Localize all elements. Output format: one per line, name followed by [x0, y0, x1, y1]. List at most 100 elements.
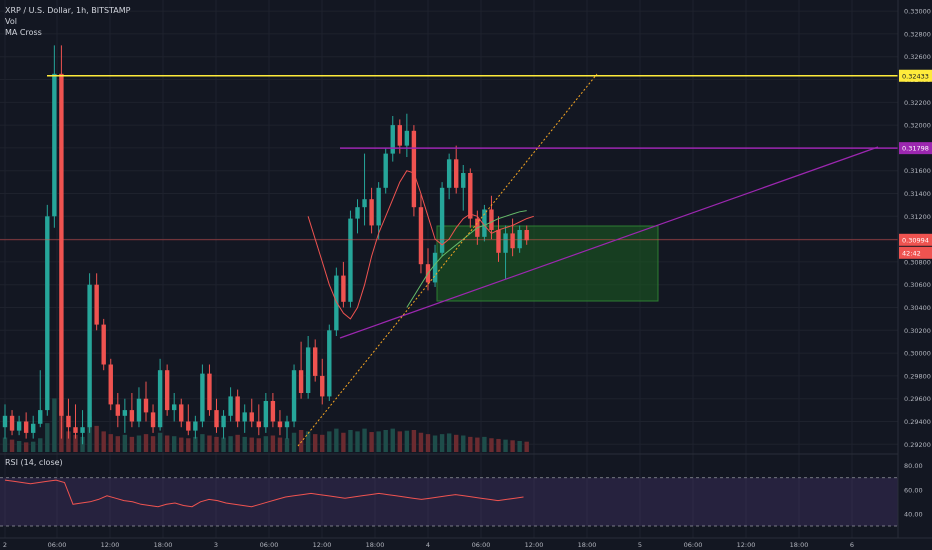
candle-body [334, 275, 339, 331]
rsi-band-fill [0, 477, 898, 526]
price-tick-label: 0.31200 [904, 213, 931, 221]
candle-body [150, 412, 156, 428]
candle-body [313, 347, 318, 376]
volume-bar [454, 434, 459, 452]
candle-body [242, 412, 247, 422]
volume-bar [150, 436, 156, 452]
candle-body [432, 252, 438, 283]
volume-bar [101, 431, 106, 452]
candle-body [200, 373, 205, 422]
purple-trendline[interactable] [339, 146, 879, 339]
volume-bar [179, 437, 184, 452]
candle-body [73, 427, 78, 433]
volume-bar [52, 398, 57, 452]
time-tick-label: 06:00 [260, 541, 279, 549]
volume-bar [66, 431, 71, 452]
volume-bar [468, 436, 473, 452]
volume-bar [249, 437, 254, 452]
candle-body [31, 423, 36, 433]
volume-bar [510, 440, 515, 452]
candle-body [136, 398, 142, 422]
candle-body [157, 370, 163, 428]
volume-bar [355, 431, 360, 452]
volume-bar [305, 431, 311, 452]
volume-bar [284, 438, 290, 452]
candle-body [207, 373, 212, 411]
price-tick-label: 0.31600 [904, 167, 931, 175]
time-axis[interactable]: 2 06:00 12:00 18:00 3 06:00 12:00 18:00 4 06:00 12… [0, 537, 932, 549]
candle-body [45, 216, 50, 411]
price-tick-label: 0.30600 [904, 281, 931, 289]
time-tick-label: 18:00 [578, 541, 597, 549]
volume-bar [390, 428, 395, 452]
candle-body [263, 400, 269, 428]
candle-body [87, 284, 92, 428]
volume-bar [31, 441, 36, 452]
volume-bar [475, 437, 480, 452]
last-price-tag [899, 233, 932, 246]
volume-bar [2, 437, 8, 452]
volume-bar [383, 430, 388, 452]
candle-body [468, 172, 473, 219]
volume-bar [242, 436, 247, 452]
volume-bar [418, 432, 424, 452]
volume-bar [439, 434, 445, 452]
volume-bar [327, 431, 332, 452]
candle-body [454, 159, 459, 188]
orange-trendline[interactable] [297, 73, 598, 447]
candle-body [482, 209, 487, 237]
volume-bar [503, 439, 508, 452]
volume-bar [369, 432, 374, 452]
rsi-pane [0, 453, 898, 527]
time-tick-label: 6 [850, 541, 854, 549]
time-tick-label: 06:00 [684, 541, 703, 549]
volume-bar [172, 436, 177, 452]
volume-bar [411, 430, 417, 452]
rsi-label[interactable]: RSI (14, close) [5, 458, 63, 467]
drawings[interactable] [0, 73, 898, 447]
price-tick-label: 0.30400 [904, 304, 931, 312]
time-tick-label: 12:00 [737, 541, 756, 549]
volume-bar [489, 438, 494, 452]
time-tick-label: 12:00 [313, 541, 332, 549]
purple-level-label: 0.31798 [902, 145, 929, 153]
volume-bar [186, 438, 191, 452]
candle-body [489, 209, 494, 230]
candle-body [341, 275, 346, 302]
yellow-level-tag [899, 69, 932, 82]
price-tick-label: 0.29400 [904, 418, 931, 426]
volume-bar [136, 435, 142, 452]
volume-bar [524, 441, 529, 452]
indicator-vol-label[interactable]: Vol [5, 17, 17, 26]
price-axis[interactable]: 0.330000.328000.326000.324000.322000.320… [897, 0, 932, 550]
time-tick-label: 2 [3, 541, 7, 549]
candle-body [411, 130, 417, 208]
candle-body [115, 404, 120, 416]
time-tick-label: 12:00 [101, 541, 120, 549]
candle-body [439, 187, 445, 253]
volume-bar [235, 434, 240, 452]
volume-bar [362, 428, 367, 452]
candle-body [9, 415, 15, 431]
volume-bar [404, 430, 410, 452]
candle-body [369, 199, 374, 226]
volume-bar [94, 425, 99, 452]
purple-level-tag [899, 142, 932, 155]
volume-bar [207, 435, 212, 452]
volume-bar [256, 438, 261, 452]
volume-bar [291, 432, 297, 452]
volume-bar [461, 435, 466, 452]
volume-bar [228, 436, 233, 452]
candle-body [66, 415, 71, 428]
price-tick-label: 0.31400 [904, 190, 931, 198]
price-tick-label: 0.32000 [904, 122, 931, 130]
candle-body [193, 421, 198, 431]
volume-bar [143, 434, 149, 452]
indicator-ma-cross-label[interactable]: MA Cross [5, 28, 42, 37]
volume-bar [200, 434, 205, 452]
candle-body [376, 187, 381, 226]
price-tick-label: 0.32200 [904, 99, 931, 107]
volume-bar [122, 434, 128, 452]
